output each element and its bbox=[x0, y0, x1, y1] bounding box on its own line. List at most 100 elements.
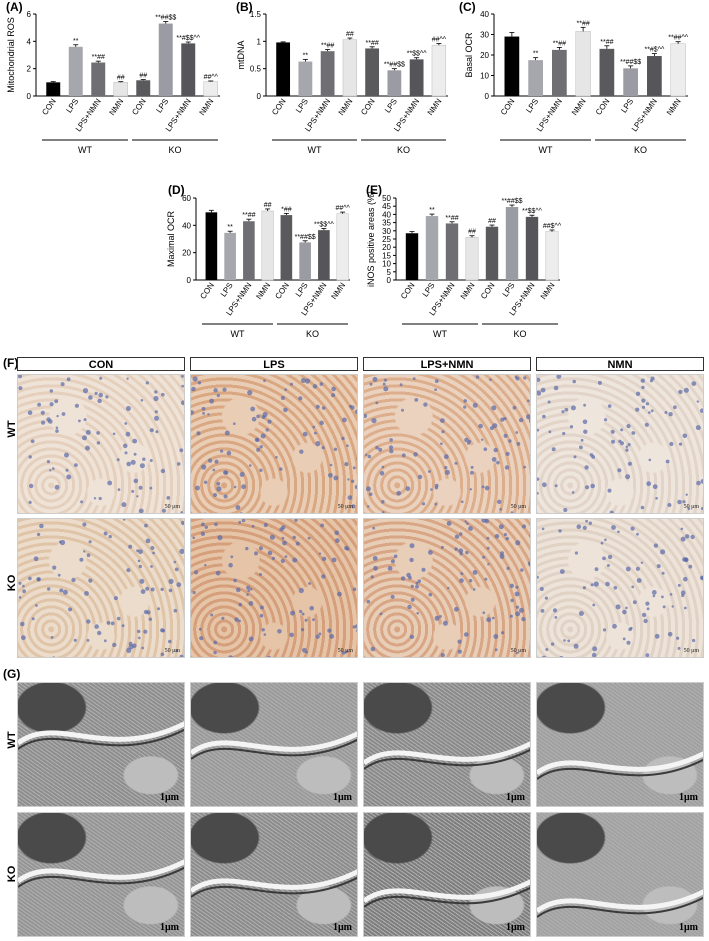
ihc-panel: CON LPS LPS+NMN NMN WT KO 50 μm 50 μm 50 μ… bbox=[17, 357, 707, 662]
significance-label: **## bbox=[366, 40, 379, 47]
ihc-image-ko-con: 50 μm bbox=[17, 518, 185, 658]
ihc-column-headers: CON LPS LPS+NMN NMN bbox=[17, 357, 707, 372]
membrane-overlay bbox=[537, 683, 704, 807]
nuclei-overlay bbox=[18, 519, 185, 658]
bar bbox=[337, 214, 349, 280]
significance-label: **$$^^ bbox=[314, 221, 335, 228]
significance-label: ## bbox=[468, 229, 476, 236]
y-axis-label: iNOS positive areas (%) bbox=[366, 191, 376, 287]
y-tick-label: 0 bbox=[187, 276, 192, 285]
significance-label: **## bbox=[600, 39, 613, 46]
nuclei-overlay bbox=[364, 375, 531, 514]
bar bbox=[506, 207, 518, 280]
significance-label: **$$^^ bbox=[407, 51, 428, 58]
category-label: NMN bbox=[459, 281, 477, 301]
ihc-col-lps-nmn: LPS+NMN bbox=[363, 357, 531, 371]
chart-c-basal-ocr: 0 10 20 30 40 Basal OCR CON ** LPS **## LPS+NMN **#… bbox=[458, 8, 698, 180]
significance-label: ** bbox=[73, 38, 79, 45]
nuclei-overlay bbox=[191, 375, 358, 514]
em-image-wt-lps: 1μm bbox=[190, 682, 358, 807]
bar bbox=[505, 37, 520, 96]
scale-bar-label: 50 μm bbox=[338, 648, 353, 654]
category-label: NMN bbox=[570, 97, 588, 117]
category-label: NMN bbox=[539, 281, 557, 301]
category-label: CON bbox=[273, 281, 291, 301]
significance-label: **#$$^^ bbox=[176, 35, 200, 42]
bar bbox=[671, 44, 686, 96]
bar bbox=[262, 211, 274, 280]
scale-bar-label: 50 μm bbox=[165, 504, 180, 510]
bar bbox=[552, 50, 567, 96]
group-label-wt: WT bbox=[78, 145, 92, 155]
ihc-image-ko-lps-nmn: 50 μm bbox=[363, 518, 531, 658]
category-label: CON bbox=[40, 97, 58, 117]
category-label: NMN bbox=[665, 97, 683, 117]
membrane-overlay bbox=[191, 813, 358, 937]
category-label: LPS bbox=[219, 281, 235, 299]
significance-label: **##^^ bbox=[668, 35, 689, 42]
bar bbox=[136, 80, 150, 96]
bar bbox=[298, 62, 312, 96]
category-label: CON bbox=[399, 281, 417, 301]
y-tick-label: 4 bbox=[27, 37, 32, 46]
bar bbox=[410, 59, 424, 96]
bar bbox=[243, 221, 255, 280]
y-tick-label: 1.5 bbox=[250, 10, 262, 19]
chart-svg: 00.511.5mtDNACON**LPS**##LPS+NMN##NMN**#… bbox=[230, 8, 458, 180]
category-label: CON bbox=[270, 97, 288, 117]
category-label: CON bbox=[130, 97, 148, 117]
scale-bar-label: 50 μm bbox=[338, 504, 353, 510]
category-label: LPS bbox=[294, 281, 310, 299]
bar bbox=[526, 217, 538, 280]
y-tick-label: 40 bbox=[182, 221, 191, 230]
scale-bar-label: 50 μm bbox=[511, 648, 526, 654]
panel-label-g: (G) bbox=[3, 667, 20, 681]
significance-label: ##$^^ bbox=[543, 223, 562, 230]
y-tick-label: 20 bbox=[382, 243, 391, 252]
em-image-ko-nmn: 1μm bbox=[536, 812, 704, 937]
em-image-wt-nmn: 1μm bbox=[536, 682, 704, 807]
significance-label: **## bbox=[321, 43, 334, 50]
bar bbox=[204, 82, 218, 96]
bar bbox=[299, 242, 311, 280]
bar bbox=[46, 82, 60, 96]
category-label: LPS bbox=[619, 97, 635, 115]
y-tick-label: 0 bbox=[387, 276, 392, 285]
scale-bar-label: 1μm bbox=[679, 922, 698, 933]
ihc-image-ko-nmn: 50 μm bbox=[536, 518, 704, 658]
scale-bar-label: 1μm bbox=[679, 792, 698, 803]
scale-bar-label: 1μm bbox=[506, 922, 525, 933]
category-label: NMN bbox=[108, 97, 126, 117]
ihc-col-lps: LPS bbox=[190, 357, 358, 371]
group-label-ko: KO bbox=[306, 329, 319, 339]
bar bbox=[159, 24, 173, 96]
category-label: LPS bbox=[383, 97, 399, 115]
significance-label: ## bbox=[117, 75, 125, 82]
significance-label: ##^^ bbox=[335, 205, 350, 212]
nuclei-overlay bbox=[18, 375, 185, 514]
ihc-image-wt-con: 50 μm bbox=[17, 374, 185, 514]
bar bbox=[576, 31, 591, 96]
y-axis-label: Maximal OCR bbox=[166, 211, 176, 268]
em-image-ko-lps-nmn: 1μm bbox=[363, 812, 531, 937]
scale-bar-label: 50 μm bbox=[684, 504, 699, 510]
significance-label: **## bbox=[92, 54, 105, 61]
significance-label: ## bbox=[346, 31, 354, 38]
scale-bar-label: 50 μm bbox=[165, 648, 180, 654]
group-label-ko: KO bbox=[513, 329, 526, 339]
bar bbox=[91, 63, 105, 96]
y-tick-label: 0 bbox=[27, 92, 32, 101]
em-image-ko-lps: 1μm bbox=[190, 812, 358, 937]
ihc-image-wt-lps: 50 μm bbox=[190, 374, 358, 514]
significance-label: ## bbox=[264, 202, 272, 209]
ihc-col-con: CON bbox=[17, 357, 185, 371]
significance-label: **## bbox=[242, 212, 255, 219]
significance-label: **##$$ bbox=[295, 234, 316, 241]
bar bbox=[600, 49, 615, 96]
significance-label: **##$$ bbox=[501, 198, 522, 205]
significance-label: **##$$ bbox=[155, 15, 176, 22]
category-label: LPS bbox=[64, 97, 80, 115]
y-tick-label: 40 bbox=[480, 10, 489, 19]
bar bbox=[528, 60, 543, 96]
y-tick-label: 25 bbox=[382, 235, 391, 244]
